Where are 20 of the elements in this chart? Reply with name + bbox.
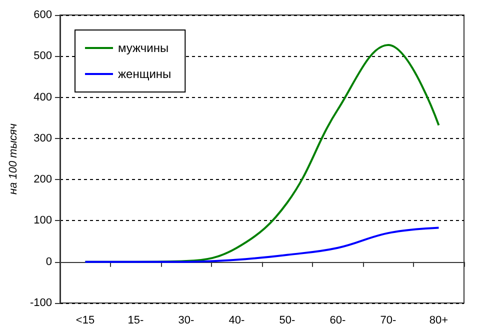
y-tick-label: 400 bbox=[34, 91, 52, 104]
x-tick-label: 80+ bbox=[429, 314, 448, 326]
x-tick-label: 15- bbox=[128, 314, 144, 326]
line-series bbox=[84, 226, 440, 263]
x-tick-label: 40- bbox=[228, 314, 246, 326]
y-tick-label: 500 bbox=[34, 50, 52, 62]
y-tick-label: 100 bbox=[34, 214, 52, 227]
legend-label: женщины bbox=[118, 67, 172, 81]
y-tick-label: 300 bbox=[34, 132, 52, 144]
legend-label: мужчины bbox=[118, 41, 169, 55]
y-axis-title: на 100 тысяч bbox=[8, 123, 20, 194]
x-tick-label: 60- bbox=[330, 314, 346, 326]
x-tick-label: 70- bbox=[380, 314, 397, 326]
x-tick-label: 30- bbox=[178, 314, 195, 326]
y-tick-label: -100 bbox=[30, 297, 52, 309]
y-tick-label: 600 bbox=[34, 9, 52, 21]
x-tick-label: <15 bbox=[76, 314, 95, 326]
y-tick-label: 0 bbox=[46, 256, 52, 268]
y-tick-label: 200 bbox=[34, 174, 52, 186]
x-tick-label: 50- bbox=[279, 314, 296, 326]
